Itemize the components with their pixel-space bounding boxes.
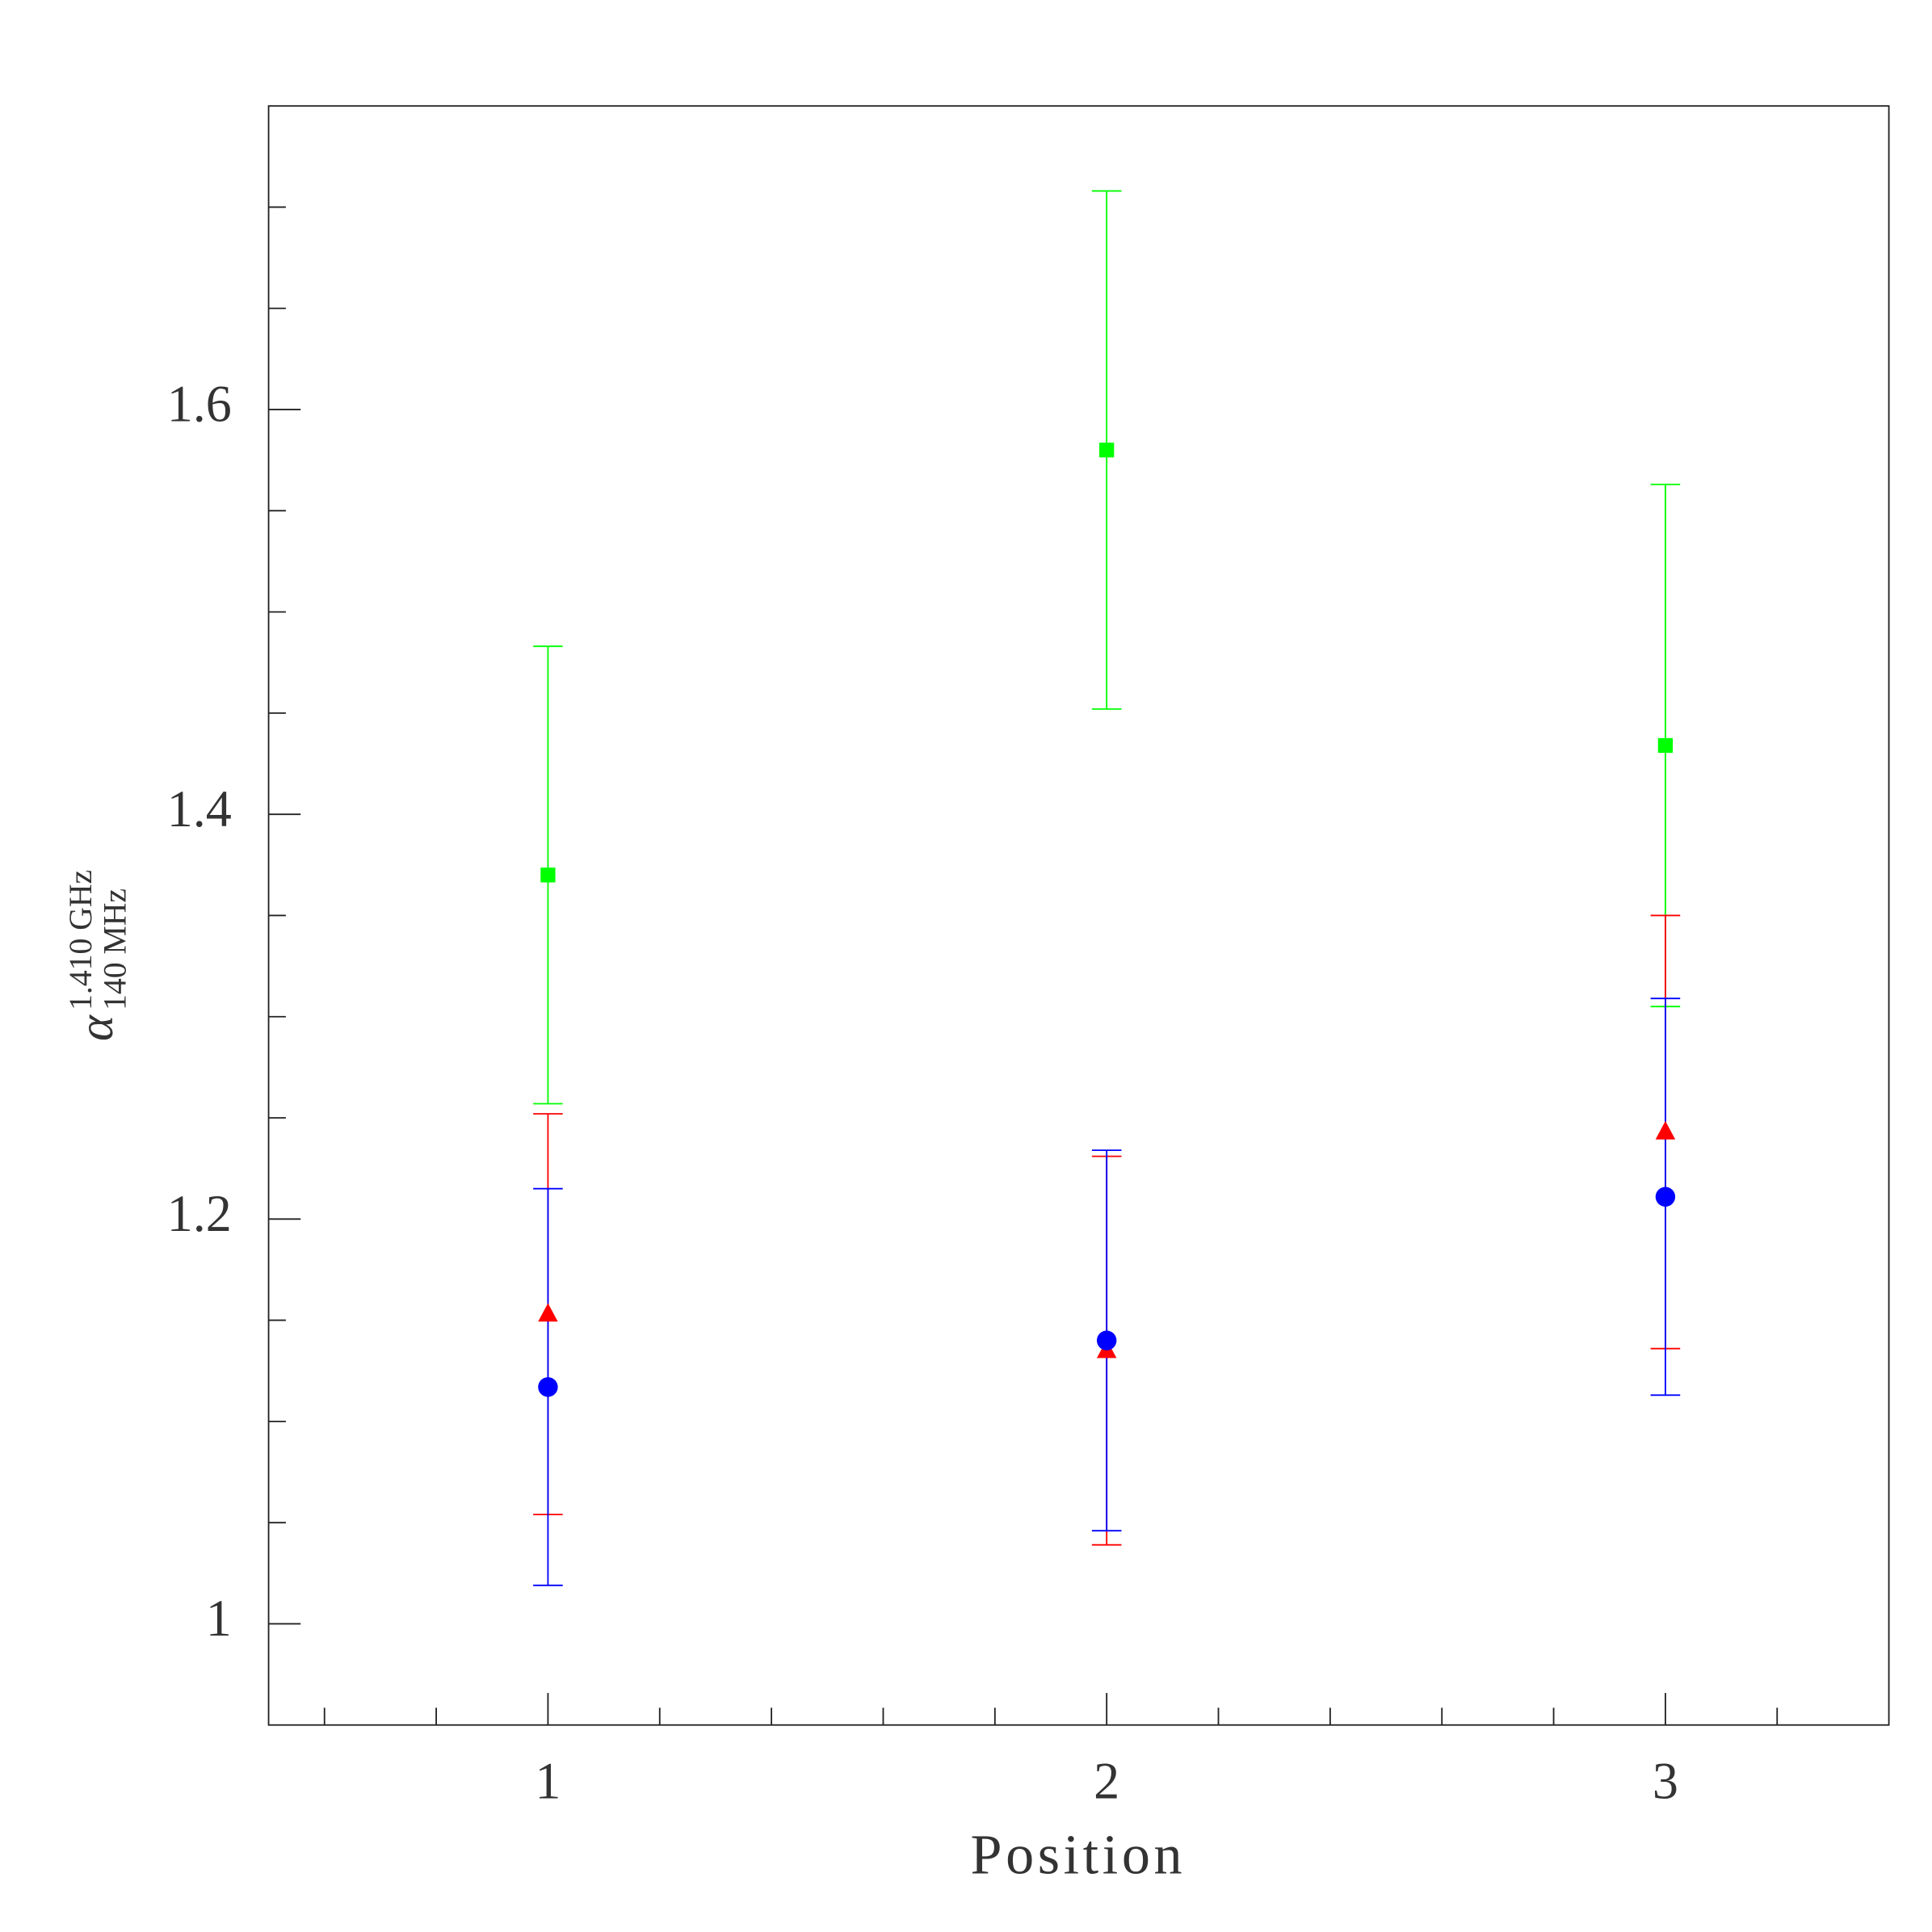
- y-label-sup: 1.410 GHz: [63, 870, 99, 1010]
- plot-frame: [267, 105, 1890, 1726]
- x-tick-label: 1: [535, 1753, 561, 1810]
- point: [1655, 1120, 1676, 1140]
- x-axis-label: Position: [970, 1824, 1186, 1887]
- point: [540, 867, 556, 883]
- point: [538, 1377, 558, 1397]
- y-tick-label: 1.4: [167, 780, 232, 838]
- y-axis-label: α 1.410 GHz 140 MHz: [63, 870, 133, 1041]
- x-tick-label: 2: [1094, 1753, 1119, 1810]
- point: [1099, 443, 1115, 458]
- x-tick-label: 3: [1653, 1753, 1678, 1810]
- y-label-sub: 140 MHz: [98, 888, 133, 1010]
- point: [1657, 737, 1674, 754]
- point: [1096, 1330, 1117, 1350]
- y-tick-label: 1: [206, 1590, 232, 1647]
- point: [1655, 1186, 1676, 1207]
- y-tick-label: 1.2: [167, 1185, 232, 1242]
- y-label-symbol: α: [69, 1014, 124, 1041]
- point: [538, 1303, 558, 1322]
- y-tick-label: 1.6: [167, 376, 232, 433]
